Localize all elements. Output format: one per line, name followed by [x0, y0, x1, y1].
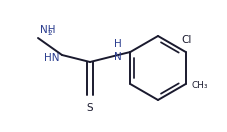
Text: N: N: [114, 52, 121, 62]
Text: HN: HN: [44, 53, 60, 63]
Text: S: S: [86, 103, 93, 113]
Text: Cl: Cl: [181, 35, 191, 45]
Text: 2: 2: [48, 30, 52, 36]
Text: NH: NH: [40, 25, 55, 35]
Text: H: H: [114, 39, 121, 49]
Text: CH₃: CH₃: [191, 81, 207, 91]
